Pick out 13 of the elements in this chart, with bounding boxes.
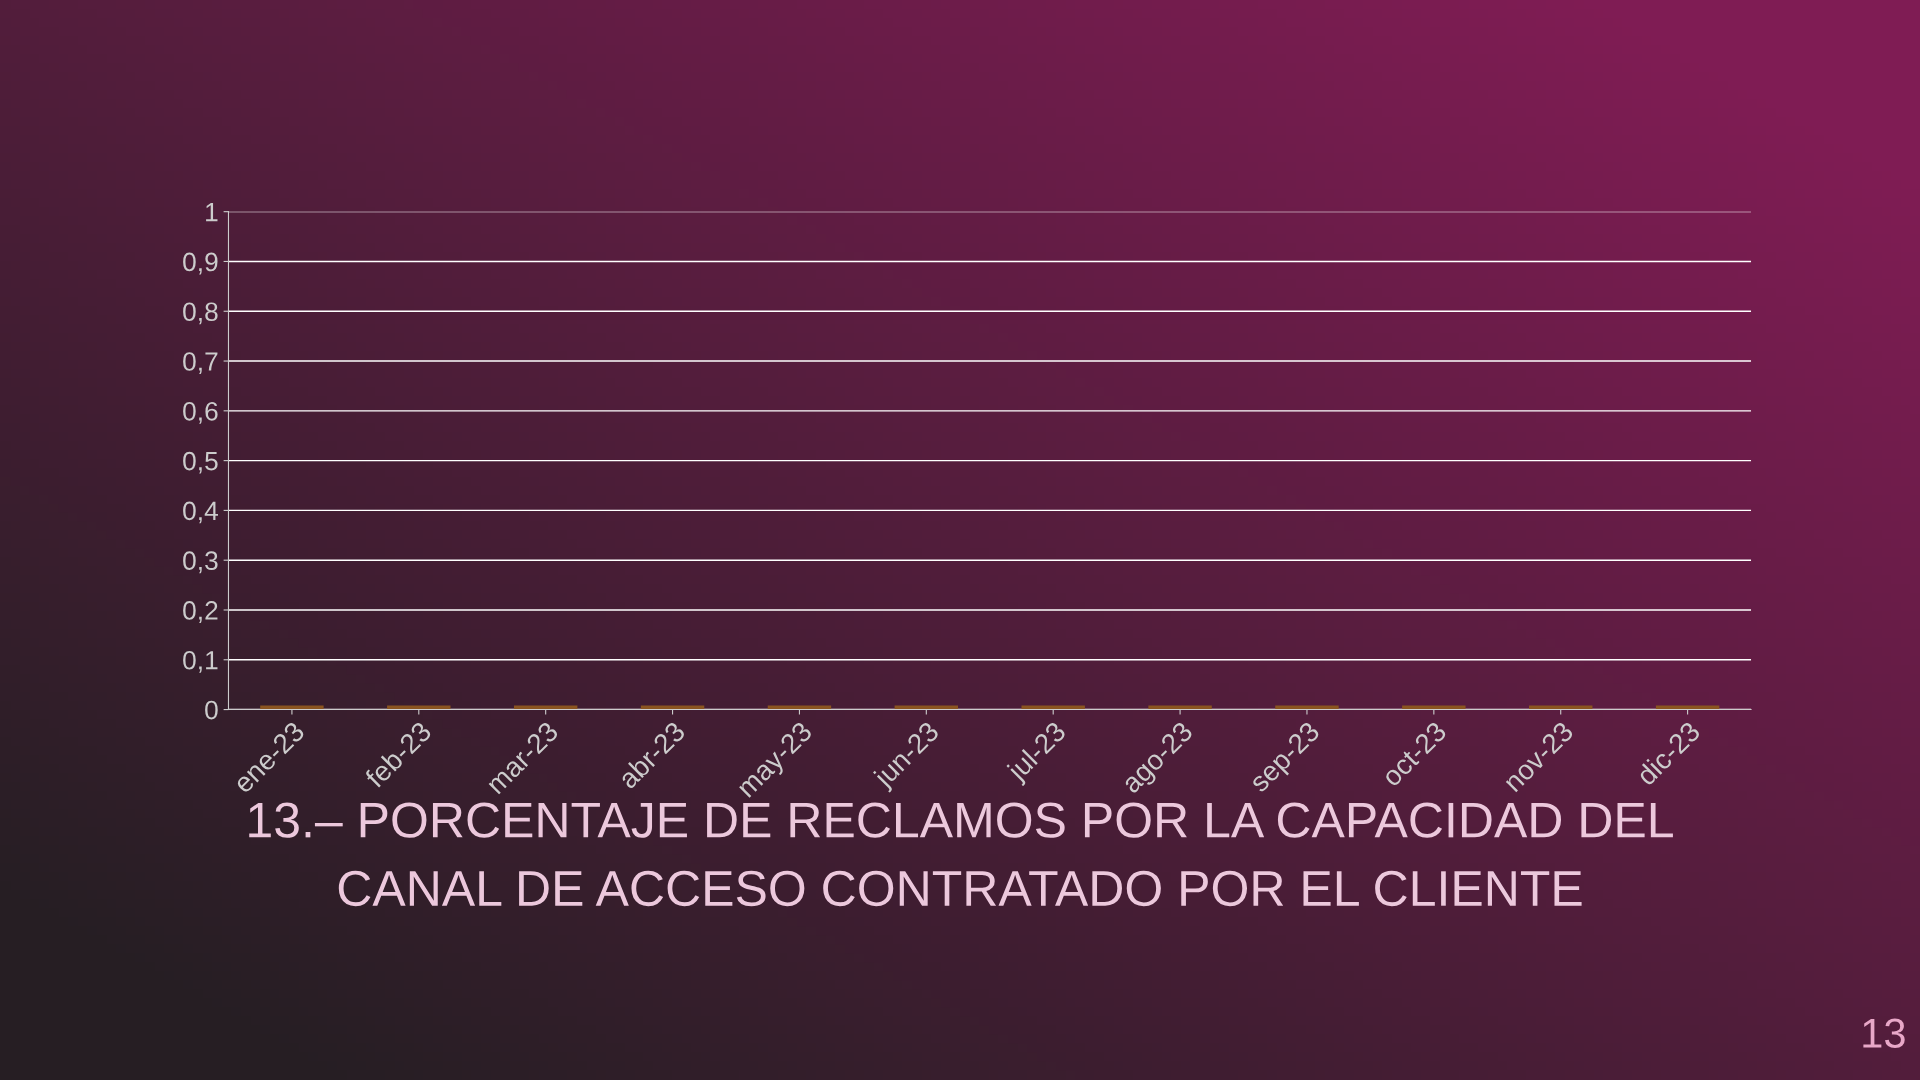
- y-tick-label: 0,5: [183, 451, 218, 474]
- y-tick-label: 0,3: [183, 551, 218, 574]
- y-tick-label: 0,1: [183, 650, 218, 673]
- y-tick-label: 0,2: [183, 601, 218, 623]
- y-tick-label: 0,4: [183, 501, 218, 524]
- y-tick-label: 0,9: [183, 252, 218, 275]
- text: 13: [1863, 1018, 1905, 1048]
- y-tick-label: 0,8: [183, 302, 218, 325]
- y-tick-label: 0: [205, 700, 218, 720]
- text: 13.– PORCENTAJE DE RECLAMOS POR LA CAPACIDAD DEL CANAL DE ACCESO CONTRATADO POR EL CLIENTE: [249, 802, 1673, 907]
- y-tick-label: 1: [206, 203, 218, 222]
- y-tick-label: 0,7: [183, 352, 218, 374]
- y-tick-label: 0,6: [183, 401, 218, 424]
